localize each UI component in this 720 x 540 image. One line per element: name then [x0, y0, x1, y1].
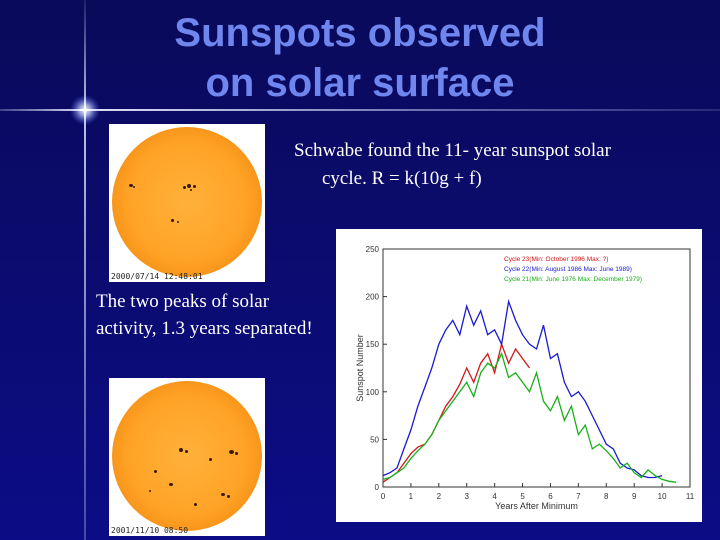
sunspot	[194, 503, 197, 506]
x-tick-label: 3	[465, 492, 470, 501]
x-tick-label: 11	[686, 492, 695, 501]
image-timestamp: 2001/11/10 08:50	[111, 526, 189, 535]
sunspot	[187, 184, 191, 188]
series-line-1	[382, 341, 531, 483]
sunspot	[133, 186, 135, 188]
x-tick-label: 7	[576, 492, 581, 501]
text-top-line-1: Schwabe found the 11- year sunspot solar	[294, 140, 611, 161]
x-tick-label: 0	[381, 492, 386, 501]
y-tick-label: 150	[366, 340, 380, 349]
x-tick-label: 5	[520, 492, 525, 501]
slide-title: Sunspots observed on solar surface	[110, 8, 610, 108]
legend-entry-2: Cycle 22(Min: August 1986 Max: June 1989…	[504, 266, 632, 273]
legend-entry-3: Cycle 21(Min: June 1976 Max: December 19…	[504, 276, 642, 283]
sunspot	[185, 450, 188, 453]
sunspot	[149, 490, 151, 492]
plot-area	[382, 248, 691, 488]
text-top-line-2: cycle. R = k(10g + f)	[322, 168, 482, 189]
sunspot	[177, 221, 179, 223]
sunspot	[183, 186, 186, 189]
series-line-2	[382, 298, 663, 479]
sparkle-icon	[70, 95, 100, 125]
image-timestamp: 2000/07/14 12:48:01	[111, 272, 203, 281]
sunspot	[209, 458, 212, 461]
x-tick-label: 2	[437, 492, 442, 501]
sun-disc	[112, 381, 262, 531]
sunspot	[169, 483, 173, 486]
y-tick-label: 200	[366, 293, 380, 302]
sunspot	[171, 219, 174, 222]
title-line-2: on solar surface	[205, 61, 515, 105]
sunspot-chart: 0 1 2 3 4 5 6 7 8 9 10 11 0 50 100 150 200 250 Years After…	[336, 229, 702, 522]
x-tick-label: 4	[492, 492, 497, 501]
sunspot	[190, 189, 192, 191]
sunspot	[154, 470, 157, 473]
sunspot	[221, 493, 225, 496]
y-axis-label: Sunspot Number	[355, 334, 365, 402]
sunspot	[235, 452, 238, 455]
text-top: Schwabe found the 11- year sunspot solar…	[294, 137, 714, 193]
title-line-1: Sunspots observed	[174, 11, 546, 55]
chart-svg: 0 1 2 3 4 5 6 7 8 9 10 11 0 50 100 150 200 250 Years After…	[355, 245, 695, 511]
legend-entry-1: Cycle 23(Min: October 1996 Max: ?)	[504, 256, 608, 263]
x-tick-label: 10	[658, 492, 667, 501]
x-axis-label: Years After Minimum	[495, 501, 578, 511]
sunspot	[229, 450, 234, 454]
y-tick-label: 100	[366, 388, 380, 397]
y-tick-label: 0	[375, 483, 380, 492]
x-tick-label: 1	[409, 492, 414, 501]
text-left: The two peaks of solar activity, 1.3 yea…	[96, 291, 313, 339]
sunspot	[193, 185, 196, 188]
x-tick-label: 8	[604, 492, 609, 501]
sun-disc	[112, 127, 262, 277]
x-tick-label: 6	[548, 492, 553, 501]
decorative-vertical-line	[84, 0, 86, 540]
sunspot	[179, 448, 183, 452]
sunspot	[129, 184, 133, 187]
x-tick-label: 9	[632, 492, 637, 501]
sun-image-bottom: 2001/11/10 08:50	[109, 378, 265, 536]
sunspot	[227, 495, 230, 498]
y-tick-label: 250	[366, 245, 380, 254]
sun-image-top: 2000/07/14 12:48:01	[109, 124, 265, 282]
y-tick-label: 50	[370, 435, 379, 444]
series-line-3	[382, 351, 677, 483]
decorative-horizontal-line	[0, 109, 720, 111]
